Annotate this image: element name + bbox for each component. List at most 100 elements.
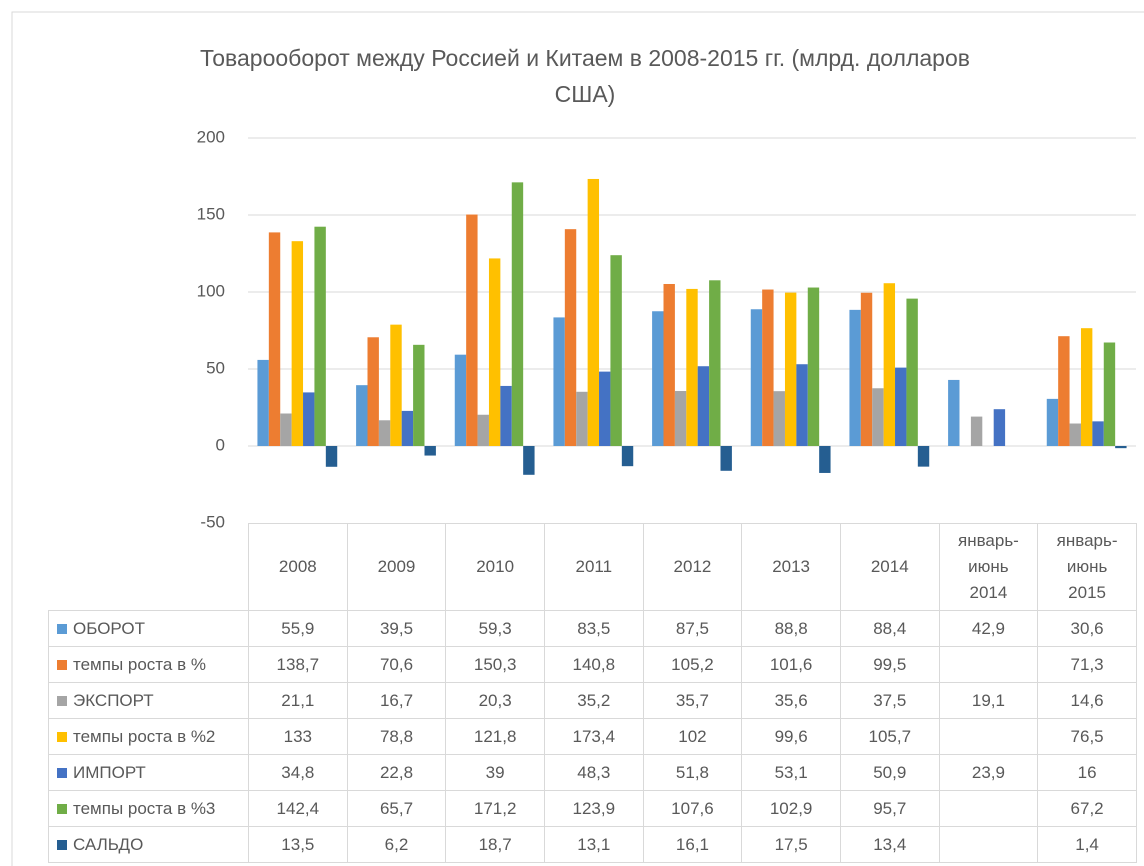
- bar: [796, 364, 808, 446]
- value-cell: 20,3: [445, 682, 545, 719]
- value-cell: 101,6: [741, 646, 841, 683]
- value-cell: 16,1: [642, 826, 743, 863]
- value-cell: 67,2: [1037, 790, 1137, 827]
- legend-entry: ОБОРОТ: [48, 610, 249, 647]
- value-cell: 22,8: [346, 754, 447, 791]
- bar: [314, 226, 326, 446]
- bar: [1092, 421, 1104, 446]
- bar: [621, 446, 634, 467]
- value-cell: 99,6: [741, 718, 841, 755]
- bar: [993, 409, 1006, 446]
- bar: [720, 446, 732, 471]
- legend-label: САЛЬДО: [73, 834, 144, 854]
- value-cell: 173,4: [543, 718, 644, 755]
- legend-key: [57, 660, 67, 671]
- value-cell: 121,8: [445, 718, 545, 755]
- bar: [1115, 446, 1127, 449]
- bar: [424, 446, 436, 456]
- value-cell: 138,7: [248, 646, 348, 683]
- bar: [466, 214, 478, 446]
- legend-entry: темпы роста в %3: [48, 790, 249, 827]
- value-cell: 37,5: [839, 682, 940, 719]
- value-cell: 16,7: [346, 682, 447, 719]
- series-row: ОБОРОТ 55,9 39,5 59,3 83,5 87,5 88,8 88,4 42,9 30…: [48, 610, 1137, 647]
- bar: [970, 416, 983, 446]
- bar: [784, 292, 797, 446]
- legend-entry: ЭКСПОРТ: [48, 682, 249, 719]
- value-cell: 16: [1037, 754, 1137, 791]
- bar: [280, 413, 292, 446]
- value-cell: 39,5: [346, 610, 447, 647]
- series-row: САЛЬДО 13,5 6,2 18,7 13,1 16,1 17,5 13,4 1,4: [48, 826, 1137, 863]
- bar: [477, 414, 489, 446]
- category-label: 2014: [839, 523, 940, 611]
- corner-cell: [48, 523, 249, 611]
- value-cell: 35,7: [642, 682, 743, 719]
- value-cell: 17,5: [741, 826, 841, 863]
- value-cell: [938, 718, 1039, 755]
- legend-key: [57, 768, 67, 779]
- value-cell: 171,2: [445, 790, 545, 827]
- legend-entry: САЛЬДО: [48, 826, 249, 863]
- bar: [587, 178, 600, 447]
- bar: [303, 392, 315, 446]
- value-cell: 140,8: [543, 646, 644, 683]
- category-label: 2010: [445, 523, 545, 611]
- value-cell: 39: [445, 754, 545, 791]
- bar: [750, 309, 763, 446]
- value-cell: [938, 826, 1039, 863]
- bar: [917, 446, 930, 467]
- value-cell: 35,6: [741, 682, 841, 719]
- value-cell: 6,2: [346, 826, 447, 863]
- legend-label: темпы роста в %2: [73, 726, 216, 746]
- bar: [511, 182, 524, 447]
- bar: [454, 354, 467, 446]
- value-cell: 107,6: [642, 790, 743, 827]
- bar: [488, 258, 501, 446]
- value-cell: 123,9: [543, 790, 644, 827]
- value-cell: 65,7: [346, 790, 447, 827]
- bar: [807, 287, 820, 446]
- bar: [356, 385, 368, 446]
- bar: [576, 391, 588, 446]
- y-tick-label: 150: [197, 204, 225, 223]
- category-label: январь-июнь 2014: [938, 523, 1039, 611]
- y-tick-label: 200: [197, 127, 225, 146]
- bar: [1046, 398, 1059, 446]
- value-cell: 48,3: [543, 754, 644, 791]
- value-cell: 55,9: [248, 610, 348, 647]
- series-row: ЭКСПОРТ 21,1 16,7 20,3 35,2 35,7 35,6 37,5 19,1 1…: [48, 682, 1137, 719]
- bar: [895, 367, 907, 446]
- bar: [500, 385, 512, 446]
- value-cell: 76,5: [1037, 718, 1137, 755]
- category-label: 2013: [741, 523, 841, 611]
- y-tick-label: 0: [216, 435, 225, 454]
- bar: [564, 229, 577, 446]
- bar: [401, 410, 414, 446]
- value-cell: 35,2: [543, 682, 644, 719]
- series-row: темпы роста в % 138,7 70,6 150,3 140,8 105,2 1…: [48, 646, 1137, 683]
- bar: [413, 344, 425, 446]
- legend-label: ОБОРОТ: [73, 618, 145, 638]
- value-cell: 88,4: [839, 610, 940, 647]
- category-label: 2008: [248, 523, 348, 611]
- bar: [652, 311, 664, 446]
- value-cell: 105,7: [839, 718, 940, 755]
- bar: [686, 288, 698, 446]
- category-label: 2009: [346, 523, 447, 611]
- legend-key: [57, 840, 67, 851]
- bar: [610, 255, 622, 446]
- value-cell: 83,5: [543, 610, 644, 647]
- value-cell: 18,7: [445, 826, 545, 863]
- y-tick-label: 50: [206, 358, 225, 377]
- bar: [872, 388, 884, 446]
- value-cell: 13,5: [248, 826, 348, 863]
- bar: [390, 324, 402, 446]
- value-cell: 42,9: [938, 610, 1039, 647]
- value-cell: 51,8: [642, 754, 743, 791]
- value-cell: 13,1: [543, 826, 644, 863]
- value-cell: 21,1: [248, 682, 348, 719]
- bar: [709, 280, 721, 446]
- bar: [906, 298, 918, 446]
